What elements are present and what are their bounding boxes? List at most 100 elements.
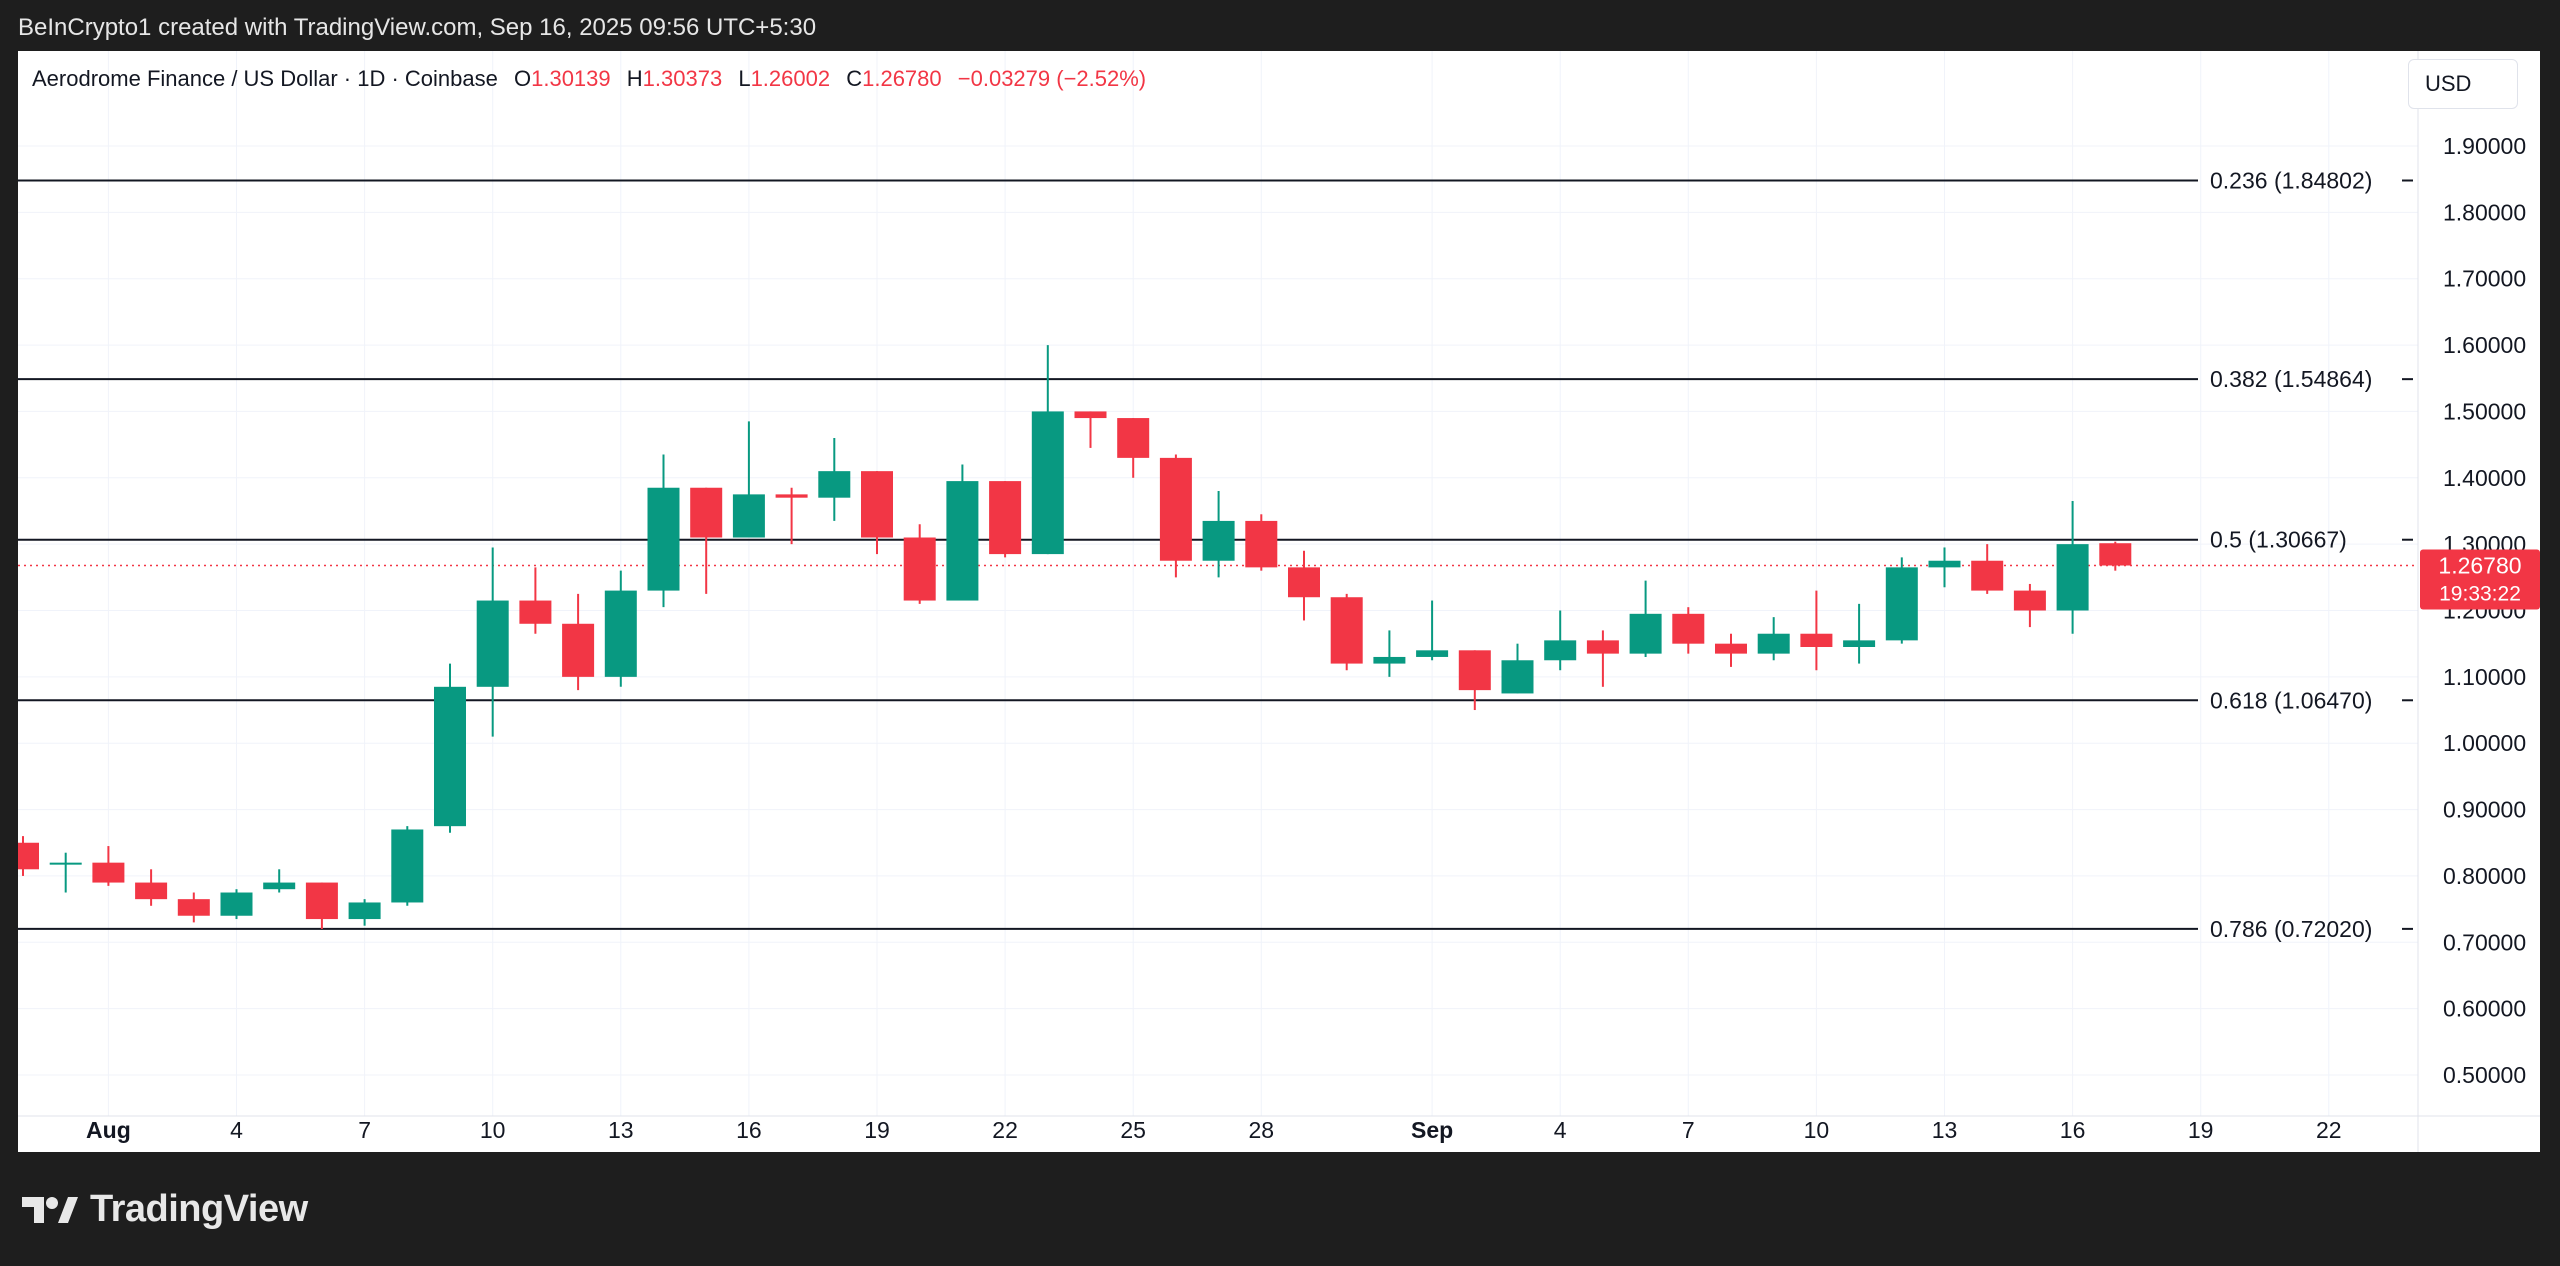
candle-body: [220, 892, 253, 916]
candle-body: [1885, 567, 1918, 641]
candlestick-chart[interactable]: 0.236 (1.84802) 0.382 (1.54864) 0.5 (1.306…: [18, 51, 2540, 1152]
candle-body: [348, 902, 381, 920]
candle-body: [1159, 457, 1192, 561]
symbol-title: Aerodrome Finance / US Dollar · 1D · Coi…: [32, 66, 498, 91]
currency-button[interactable]: USD: [2408, 59, 2518, 109]
date-tick-label: 25: [1120, 1117, 1146, 1143]
candle-body: [1031, 411, 1064, 555]
candle-body: [1800, 633, 1833, 647]
fib-level-label: 0.382 (1.54864): [2210, 366, 2372, 392]
candle-body: [1672, 613, 1705, 644]
chart-panel[interactable]: 0.236 (1.84802) 0.382 (1.54864) 0.5 (1.306…: [18, 51, 2540, 1152]
candle-body: [818, 471, 851, 498]
high-label: H: [626, 66, 643, 91]
price-tick-label: 0.60000: [2443, 996, 2526, 1022]
candle-body: [1715, 643, 1747, 654]
fib-level-label: 0.5 (1.30667): [2210, 527, 2347, 553]
candle-body: [2056, 544, 2089, 611]
candle-body: [946, 481, 979, 601]
candle-body: [1501, 660, 1534, 694]
date-tick-label: 16: [736, 1117, 762, 1143]
candle-body: [1202, 520, 1235, 561]
price-tick-label: 1.40000: [2443, 465, 2526, 491]
candle-body: [861, 471, 893, 538]
low-value: 1.26002: [750, 66, 831, 91]
price-tag-value: 1.26780: [2438, 553, 2521, 579]
candle-body: [434, 686, 466, 827]
candle-body: [989, 481, 1022, 555]
candle-body: [1843, 640, 1876, 647]
candle-body: [1544, 640, 1577, 661]
candle-body: [1629, 613, 1662, 654]
candle-body: [1117, 418, 1150, 458]
candle-body: [647, 487, 680, 591]
candle-body: [1458, 650, 1491, 691]
candle-body: [1757, 633, 1790, 654]
candle-body: [775, 494, 808, 498]
candle-body: [391, 829, 424, 903]
change-value: −0.03279 (−2.52%): [957, 66, 1147, 91]
price-tick-label: 0.90000: [2443, 797, 2526, 823]
price-tag-countdown: 19:33:22: [2439, 583, 2521, 606]
candle-body: [690, 487, 723, 538]
candle-body: [604, 590, 637, 677]
symbol-legend: Aerodrome Finance / US Dollar · 1D · Coi…: [32, 66, 1146, 92]
candle-body: [476, 600, 509, 687]
brand-name: TradingView: [90, 1188, 308, 1230]
tradingview-logo[interactable]: TradingView: [22, 1188, 308, 1231]
candle-body: [263, 882, 296, 890]
candle-body: [1245, 520, 1278, 568]
date-tick-label: 13: [608, 1117, 634, 1143]
fib-level-label: 0.236 (1.84802): [2210, 167, 2372, 193]
candle-body: [2013, 590, 2046, 611]
date-tick-label: Aug: [86, 1117, 131, 1143]
candle-body: [1416, 650, 1449, 657]
price-tag: [2420, 549, 2540, 610]
candle-body: [2099, 543, 2132, 566]
candle-body: [1586, 640, 1619, 654]
date-tick-label: 22: [2316, 1117, 2342, 1143]
high-value: 1.30373: [642, 66, 723, 91]
candle-body: [562, 623, 595, 677]
date-tick-label: 28: [1249, 1117, 1275, 1143]
date-tick-label: 19: [864, 1117, 890, 1143]
candle-body: [1288, 567, 1320, 598]
candle-body: [305, 882, 338, 920]
candle-body: [49, 862, 82, 865]
date-tick-label: 4: [1554, 1117, 1567, 1143]
price-tick-label: 1.60000: [2443, 332, 2526, 358]
candle-body: [1971, 560, 2004, 591]
candle-body: [732, 494, 765, 538]
candle-body: [903, 537, 936, 601]
candle-body: [1928, 560, 1961, 568]
close-value: 1.26780: [862, 66, 942, 91]
open-label: O: [513, 66, 532, 91]
candle-body: [1330, 597, 1363, 664]
candle-body: [18, 842, 39, 870]
date-tick-label: 10: [480, 1117, 506, 1143]
fib-level-label: 0.618 (1.06470): [2210, 687, 2372, 713]
price-tick-label: 0.50000: [2443, 1062, 2526, 1088]
date-tick-label: 19: [2188, 1117, 2214, 1143]
price-tick-label: 1.00000: [2443, 730, 2526, 756]
price-tick-label: 1.10000: [2443, 664, 2526, 690]
price-tick-label: 1.80000: [2443, 199, 2526, 225]
date-tick-label: 22: [992, 1117, 1018, 1143]
candle-body: [177, 899, 210, 916]
date-tick-label: 7: [358, 1117, 371, 1143]
date-tick-label: Sep: [1411, 1117, 1453, 1143]
low-label: L: [738, 66, 751, 91]
date-tick-label: 13: [1932, 1117, 1958, 1143]
date-tick-label: 7: [1682, 1117, 1695, 1143]
candle-body: [519, 600, 552, 624]
candle-body: [92, 862, 125, 883]
price-tick-label: 1.70000: [2443, 266, 2526, 292]
candle-body: [1373, 656, 1406, 664]
date-tick-label: 4: [230, 1117, 243, 1143]
candle-body: [1074, 411, 1107, 419]
tradingview-logo-icon: [22, 1196, 78, 1223]
price-tick-label: 1.50000: [2443, 398, 2526, 424]
price-tick-label: 1.90000: [2443, 133, 2526, 159]
price-tick-label: 0.80000: [2443, 863, 2526, 889]
fib-level-label: 0.786 (0.72020): [2210, 916, 2372, 942]
